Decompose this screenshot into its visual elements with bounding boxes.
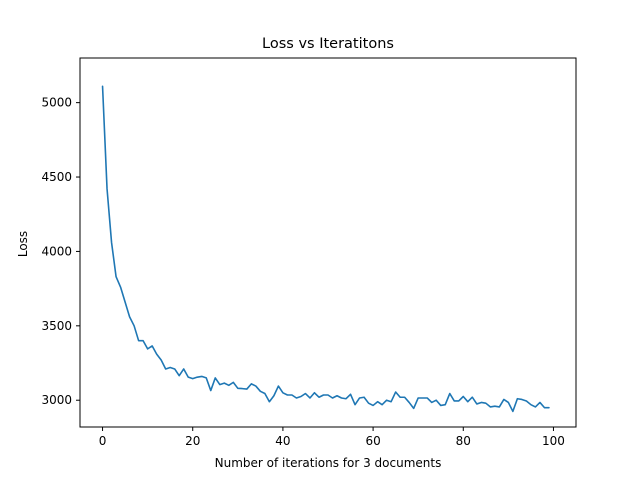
x-tick-label: 80 (456, 434, 471, 448)
y-tick-label: 4000 (41, 244, 72, 258)
x-tick-label: 20 (185, 434, 200, 448)
x-axis-label: Number of iterations for 3 documents (215, 456, 442, 470)
chart-title: Loss vs Iteratitons (262, 36, 394, 52)
y-tick-label: 3000 (41, 393, 72, 407)
loss-series-line (101, 85, 550, 413)
axis-ticks: 0 20 40 60 80 100 3000 3500 4000 4500 5000 (41, 96, 564, 448)
y-tick-label: 4500 (41, 170, 72, 184)
x-tick-label: 40 (275, 434, 290, 448)
y-tick-label: 5000 (41, 96, 72, 110)
y-axis-label: Loss (16, 231, 30, 257)
plot-frame (79, 57, 577, 428)
series-layer (101, 85, 550, 413)
y-tick-label: 3500 (41, 319, 72, 333)
x-tick-label: 60 (365, 434, 380, 448)
x-tick-label: 0 (99, 434, 107, 448)
x-tick-label: 100 (542, 434, 565, 448)
